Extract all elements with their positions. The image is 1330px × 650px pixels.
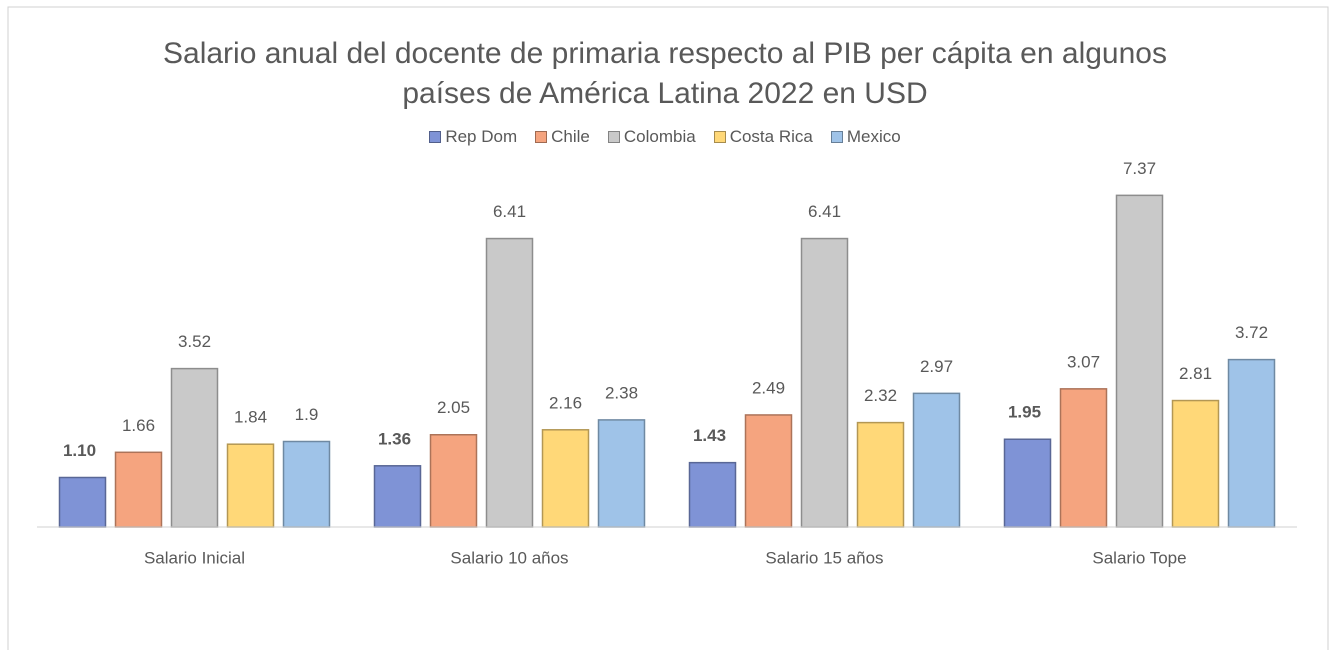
legend-label: Costa Rica <box>729 127 813 146</box>
bar <box>1003 438 1052 528</box>
data-label: 3.07 <box>1067 352 1100 371</box>
legend-item: Mexico <box>830 127 901 147</box>
data-label: 1.10 <box>63 441 96 460</box>
bar <box>912 392 961 528</box>
legend-item: Rep Dom <box>429 127 517 147</box>
legend-item: Chile <box>535 127 590 147</box>
bar <box>114 451 163 528</box>
bar <box>226 443 275 528</box>
data-label: 3.52 <box>178 332 211 351</box>
bar <box>170 367 219 528</box>
x-tick-label: Salario Inicial <box>144 548 245 567</box>
data-label: 1.43 <box>693 426 726 445</box>
data-label: 3.72 <box>1235 323 1268 342</box>
bar <box>58 476 107 528</box>
chart-title: Salario anual del docente de primaria re… <box>163 37 1167 110</box>
x-tick-label: Salario Tope <box>1092 548 1186 567</box>
frame <box>7 6 1329 650</box>
legend-label: Chile <box>551 127 590 146</box>
legend-label: Rep Dom <box>445 127 518 146</box>
data-label: 7.37 <box>1123 159 1156 178</box>
bar <box>541 429 590 528</box>
data-label: 1.95 <box>1008 403 1041 422</box>
legend-swatch <box>429 131 442 143</box>
legend-item: Colombia <box>607 127 696 147</box>
legend-item: Costa Rica <box>713 127 813 147</box>
data-label: 1.36 <box>378 429 411 448</box>
bar <box>800 237 849 528</box>
bar <box>744 414 793 528</box>
bar <box>688 461 737 528</box>
legend-label: Mexico <box>846 127 901 146</box>
bar <box>429 434 478 528</box>
legend: Rep Dom Chile Colombia Costa Rica Mexico <box>0 127 1330 147</box>
data-label: 2.97 <box>920 357 953 376</box>
legend-swatch <box>830 131 843 143</box>
data-label: 1.66 <box>122 416 155 435</box>
legend-label: Colombia <box>623 127 696 146</box>
bar <box>373 465 422 528</box>
data-label: 2.16 <box>549 393 582 412</box>
legend-swatch <box>535 131 548 143</box>
legend-swatch <box>713 131 726 143</box>
data-label: 2.38 <box>605 383 638 402</box>
bar <box>1227 358 1276 528</box>
data-label: 2.81 <box>1179 364 1212 383</box>
bar <box>1171 399 1220 528</box>
x-tick-label: Salario 10 años <box>450 548 568 567</box>
data-label: 1.84 <box>234 408 267 427</box>
data-label: 1.9 <box>295 405 319 424</box>
data-label: 6.41 <box>493 202 526 221</box>
data-label: 2.32 <box>864 386 897 405</box>
data-label: 2.05 <box>437 398 470 417</box>
x-tick-label: Salario 15 años <box>765 548 883 567</box>
bar <box>485 237 534 528</box>
bar <box>856 421 905 528</box>
bar <box>1059 388 1108 528</box>
bar <box>1115 194 1164 528</box>
data-label: 2.49 <box>752 378 785 397</box>
legend-swatch <box>607 131 620 143</box>
bar <box>597 419 646 528</box>
bar <box>282 440 331 528</box>
data-label: 6.41 <box>808 202 841 221</box>
